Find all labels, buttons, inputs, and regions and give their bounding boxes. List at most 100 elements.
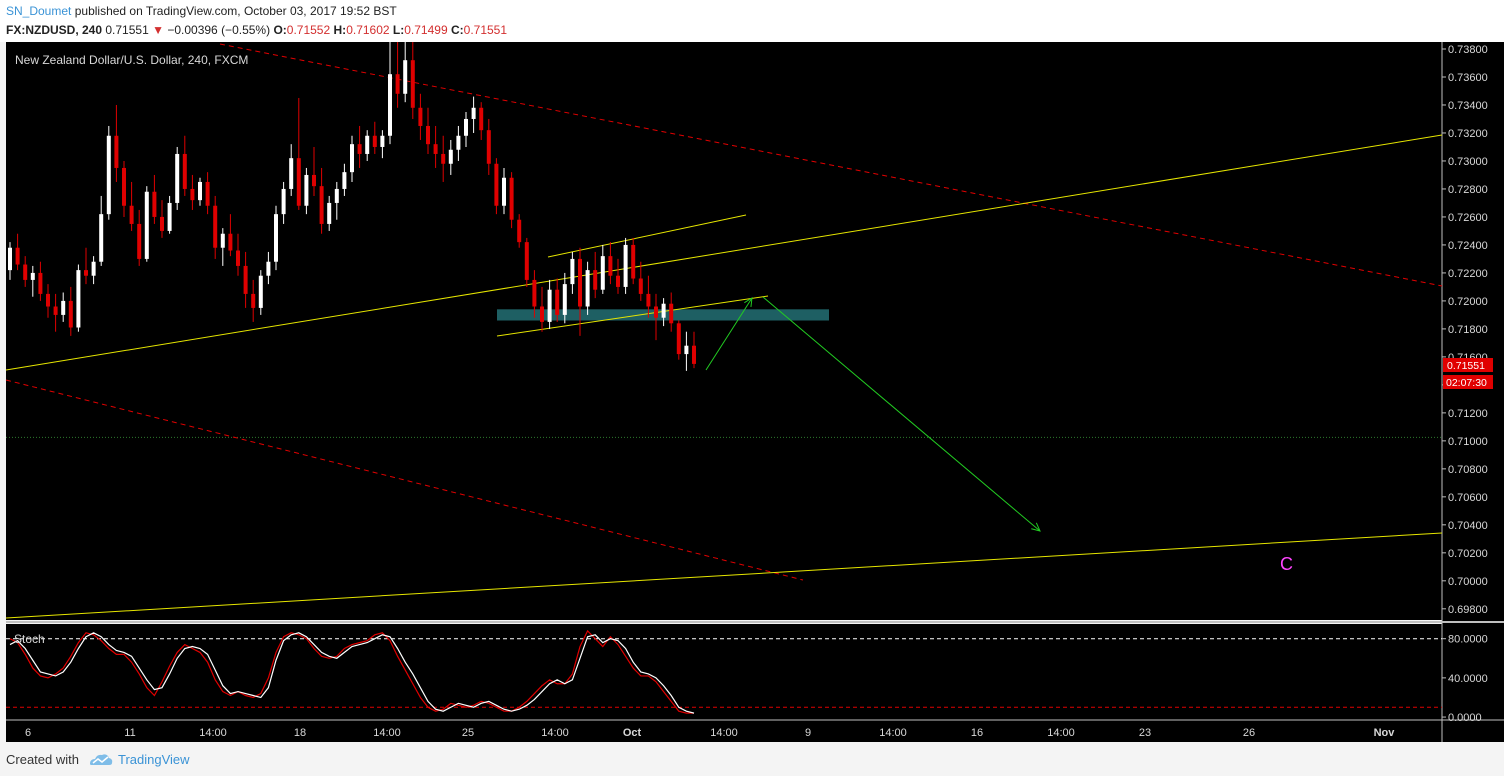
candle-body	[205, 181, 210, 206]
candle-body	[122, 167, 126, 206]
candle-body	[623, 244, 628, 287]
candle-body	[182, 153, 187, 189]
x-tick-label: 14:00	[710, 727, 738, 739]
candle-body	[137, 223, 142, 259]
time-axis[interactable]	[6, 720, 1504, 742]
candle-body	[509, 177, 514, 220]
candle-body	[570, 258, 575, 285]
candle-body	[441, 153, 446, 164]
candle-body	[661, 303, 666, 318]
candle-body	[144, 191, 149, 259]
y-tick-label: 0.72400	[1448, 240, 1488, 252]
high-label: H:	[333, 23, 347, 37]
candle-body	[418, 107, 423, 126]
candle-body	[646, 293, 651, 307]
y-tick-label: 0.71200	[1448, 408, 1488, 420]
y-tick-label: 0.73000	[1448, 156, 1488, 168]
chart-area[interactable]: 0.73800 0.73600 0.73400 0.73200 0.73000 0.728…	[0, 42, 1504, 742]
tradingview-link[interactable]: TradingView	[118, 752, 190, 767]
x-tick-label: Nov	[1374, 727, 1396, 739]
projection-arrow-down	[762, 296, 1041, 532]
base-uptrend-yellow	[5, 532, 1443, 619]
x-axis-labels: 6 11 14:00 18 14:00 25 14:00 Oct 14:00 9 14:00 16 14…	[25, 727, 1395, 739]
candle-body	[692, 345, 696, 364]
last-price-tag	[1443, 358, 1493, 372]
candle-body	[236, 250, 240, 266]
candle-body	[410, 60, 415, 108]
candle-body	[106, 135, 111, 215]
y-tick-label: 0.70000	[1448, 576, 1488, 588]
x-tick-label: 11	[124, 727, 135, 739]
candle-body	[585, 270, 590, 307]
candle-body	[357, 144, 362, 154]
candle-body	[372, 135, 377, 147]
x-tick-label: 26	[1243, 727, 1255, 739]
candle-body	[160, 216, 164, 231]
candle-body	[471, 107, 476, 119]
candle-body	[631, 244, 636, 279]
candle-body	[61, 300, 66, 315]
candle-body	[251, 293, 256, 308]
x-tick-label: 14:00	[1047, 727, 1075, 739]
candle-body	[350, 144, 354, 173]
candle-body	[84, 270, 88, 276]
candle-body	[175, 153, 180, 203]
y-tick-label: 0.71000	[1448, 436, 1488, 448]
stoch-signal-line	[9, 629, 694, 714]
candle-body	[433, 144, 438, 154]
candle-body	[669, 303, 674, 324]
candle-body	[676, 323, 681, 355]
candle-body	[342, 172, 347, 189]
x-tick-label: 14:00	[879, 727, 907, 739]
candle-body	[274, 214, 278, 262]
price-pane[interactable]	[6, 42, 1442, 620]
candle-body	[578, 258, 582, 307]
candle-body	[30, 272, 35, 280]
candle-body	[517, 219, 522, 243]
y-tick-label: 0.69800	[1448, 604, 1488, 616]
footer: Created with TradingView	[0, 742, 1504, 776]
countdown-text: 02:07:30	[1446, 377, 1487, 389]
symbol-label: FX:NZDUSD, 240	[6, 23, 103, 37]
y-tick-label: 0.72200	[1448, 268, 1488, 280]
candle-body	[198, 181, 202, 201]
candle-body	[638, 278, 643, 294]
candle-body	[312, 174, 316, 187]
candle-body	[304, 174, 309, 206]
candle-body	[365, 135, 370, 154]
candle-body	[15, 247, 20, 265]
candle-body	[266, 261, 271, 276]
open-label: O:	[273, 23, 287, 37]
ohlc-line: FX:NZDUSD, 240 0.71551 ▼ −0.00396 (−0.55…	[6, 23, 507, 37]
y-tick-label: 0.72800	[1448, 184, 1488, 196]
tradingview-logo-icon	[90, 754, 113, 765]
countdown-tag	[1443, 375, 1493, 389]
candle-body	[479, 107, 484, 131]
change-value: −0.00396 (−0.55%)	[167, 23, 271, 37]
candle-body	[616, 275, 620, 287]
candle-body	[532, 279, 537, 307]
author-link[interactable]: SN_Doumet	[6, 4, 72, 18]
x-tick-label: 25	[462, 727, 474, 739]
y-tick-label: 0.70600	[1448, 492, 1488, 504]
candle-body	[190, 188, 195, 201]
stoch-tick-label: 0.0000	[1448, 712, 1482, 724]
high-value: 0.71602	[346, 23, 390, 37]
y-tick-label: 0.72000	[1448, 296, 1488, 308]
candle-body	[129, 205, 134, 224]
candle-body	[167, 202, 172, 231]
lower-channel-red	[5, 379, 804, 581]
close-value: 0.71551	[463, 23, 508, 37]
stoch-k-line	[9, 632, 695, 714]
candle-body	[114, 135, 119, 168]
candle-body	[53, 306, 58, 315]
candle-body	[593, 270, 598, 290]
candle-body	[8, 247, 12, 271]
candle-body	[654, 306, 658, 318]
y-tick-label: 0.73800	[1448, 44, 1488, 56]
candle-body	[68, 300, 73, 328]
stoch-layer	[6, 629, 1442, 714]
x-tick-label: 14:00	[541, 727, 569, 739]
chart-header: SN_Doumet published on TradingView.com, …	[0, 0, 1504, 42]
stoch-pane[interactable]	[6, 624, 1442, 720]
